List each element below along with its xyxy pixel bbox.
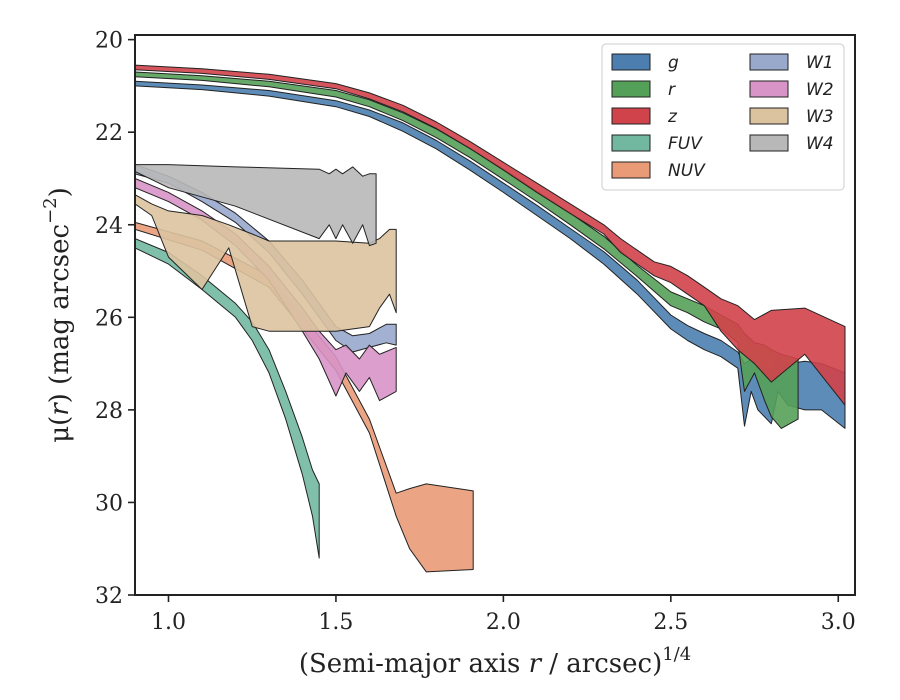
x-axis-label: (Semi-major axis r / arcsec)1/4	[299, 644, 691, 679]
series-band-w3	[135, 194, 397, 332]
series-band-z	[135, 64, 846, 406]
legend-swatch-fuv	[611, 134, 651, 152]
series-band-fuv	[135, 238, 320, 559]
legend-label-g: g	[668, 53, 679, 73]
x-tick-label: 1.0	[151, 610, 186, 635]
legend-label-z: z	[667, 107, 678, 127]
legend-swatch-w4	[749, 134, 789, 152]
y-tick-label: 30	[95, 491, 123, 516]
legend-swatch-w1	[749, 53, 789, 71]
legend-label-w3: W3	[806, 107, 834, 127]
x-tick-label: 3.0	[821, 610, 856, 635]
legend: grz FUV NUV W1 W2 W3 W4	[601, 43, 845, 191]
legend-label-w4: W4	[806, 134, 834, 154]
y-tick-label: 32	[95, 584, 123, 609]
plot-frame	[134, 34, 856, 596]
legend-swatch-w3	[749, 107, 789, 125]
y-axis-label: μ(r) (mag arcsec−2)	[40, 187, 75, 443]
legend-swatch-r	[611, 80, 651, 98]
y-tick-label: 26	[95, 306, 123, 331]
series-layer	[135, 64, 846, 573]
legend-label-w1: W1	[806, 53, 834, 73]
legend-swatch-z	[611, 107, 651, 125]
axes-layer: 1.0 1.5 2.0 2.5 3.0 20 22 24 26 28 30 32 (Semi-major…	[40, 29, 856, 679]
legend-label-w2: W2	[806, 80, 834, 100]
x-tick-label: 2.0	[486, 610, 521, 635]
y-tick-label: 24	[95, 214, 123, 239]
legend-swatch-nuv	[611, 161, 651, 179]
legend-label-nuv: NUV	[668, 161, 706, 181]
legend-label-fuv: FUV	[668, 134, 703, 154]
y-tick-label: 22	[95, 121, 123, 146]
series-band-w1	[135, 164, 397, 353]
y-tick-label: 28	[95, 399, 123, 424]
y-tick-label: 20	[95, 29, 123, 54]
x-tick-label: 1.5	[318, 610, 353, 635]
legend-swatch-g	[611, 53, 651, 71]
series-band-w4	[135, 164, 377, 247]
legend-swatch-w2	[749, 80, 789, 98]
x-tick-label: 2.5	[653, 610, 688, 635]
legend-label-r: r	[668, 80, 676, 100]
